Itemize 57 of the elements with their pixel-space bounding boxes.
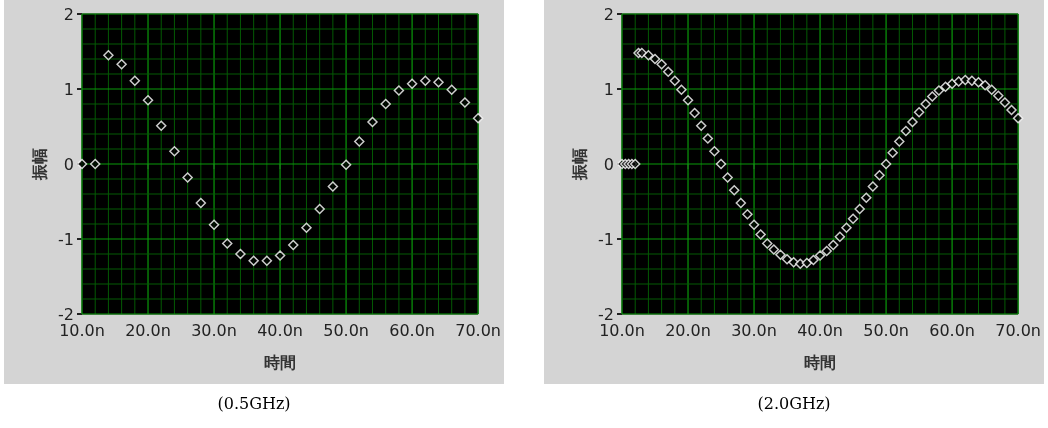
point: [406, 78, 418, 89]
point: [301, 222, 312, 233]
x-tick-label: 30.0n: [191, 320, 237, 340]
x-tick-label: 70.0n: [455, 320, 501, 340]
x-tick-label: 50.0n: [863, 320, 909, 340]
y-tick-label: 2: [63, 4, 74, 24]
x-tick-label: 60.0n: [929, 320, 975, 340]
point: [208, 219, 220, 230]
point: [367, 116, 378, 128]
x-tick-label: 20.0n: [125, 320, 171, 340]
point: [182, 172, 193, 183]
point: [340, 159, 352, 170]
point: [314, 203, 325, 215]
point: [380, 98, 391, 110]
x-tick-label: 30.0n: [731, 320, 777, 340]
point: [274, 250, 286, 261]
y-tick-label: 2: [603, 4, 614, 24]
point: [288, 239, 299, 251]
point: [393, 85, 405, 96]
point: [155, 120, 167, 131]
x-axis-title: 時間: [804, 352, 837, 372]
y-tick-label: 1: [603, 79, 614, 99]
point: [235, 248, 246, 260]
point: [76, 158, 88, 170]
x-tick-label: 50.0n: [323, 320, 369, 340]
point: [103, 50, 114, 61]
point: [169, 146, 180, 157]
point: [129, 75, 141, 86]
y-axis-title: 振幅: [29, 148, 49, 181]
y-tick-label: 0: [63, 154, 74, 174]
y-tick-label: 1: [63, 79, 74, 99]
y-tick-label: -1: [598, 229, 614, 249]
y-axis-title: 振幅: [569, 148, 589, 181]
x-tick-label: 20.0n: [665, 320, 711, 340]
point: [446, 84, 457, 95]
point: [327, 181, 339, 192]
text: (2.0GHz): [756, 394, 832, 413]
point: [116, 59, 127, 70]
x-tick-label: 40.0n: [257, 320, 303, 340]
point: [354, 136, 365, 147]
x-axis-title: 時間: [264, 352, 297, 372]
x-tick-label: 70.0n: [995, 320, 1041, 340]
point: [459, 97, 471, 108]
y-tick-label: 0: [603, 154, 614, 174]
y-tick-label: -1: [58, 229, 74, 249]
text: (0.5GHz): [216, 394, 292, 413]
point: [221, 238, 233, 249]
point: [89, 158, 101, 170]
point: [420, 75, 431, 86]
x-tick-label: 60.0n: [389, 320, 435, 340]
point: [472, 113, 484, 124]
point: [195, 197, 207, 209]
point: [433, 77, 444, 88]
point: [261, 255, 273, 266]
point: [142, 95, 154, 106]
point: [248, 255, 259, 266]
x-tick-label: 40.0n: [797, 320, 843, 340]
